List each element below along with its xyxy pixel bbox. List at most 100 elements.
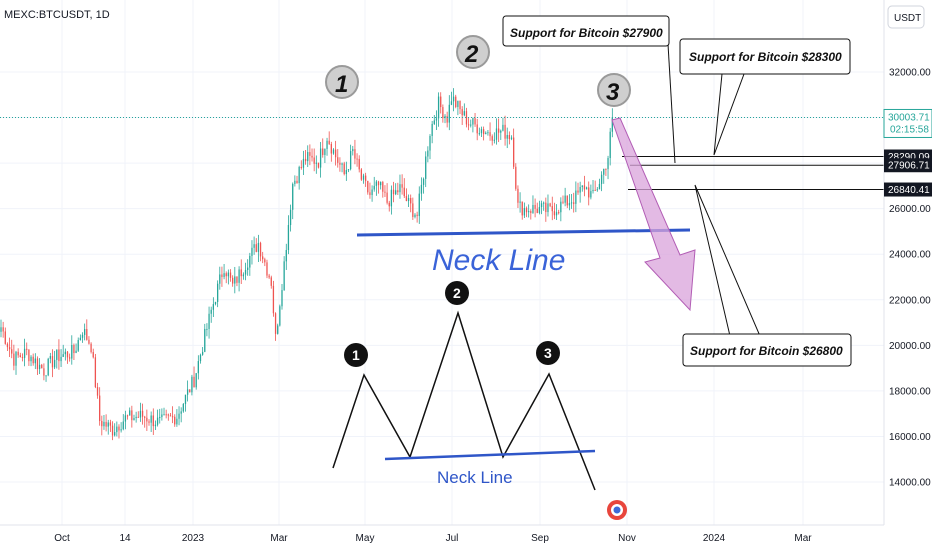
candle-body [242,274,245,277]
candle-body [133,418,135,421]
candle-body [585,187,588,190]
y-tick-label: 24000.00 [889,250,931,261]
candle-body [478,133,480,135]
candle-body [450,101,453,105]
candle-body [167,414,169,416]
candle-body [266,262,268,276]
candle-body [405,196,408,202]
candle-body [182,403,184,412]
price-axis[interactable] [884,0,932,525]
candle-body [171,416,174,418]
candle-body [446,115,448,123]
candle-body [154,424,157,427]
peak-marker-3[interactable]: 3 [597,73,631,107]
candle-body [84,329,86,335]
callout-28300[interactable]: Support for Bitcoin $28300 [679,38,851,156]
level-price-tag: 26840.41 [884,182,932,197]
candle-body [201,351,204,355]
candle-body [238,269,240,283]
candle-body [270,277,272,286]
candle-body [375,181,378,186]
x-tick-label: 2023 [182,533,205,544]
y-tick-label: 16000.00 [889,432,931,443]
candle-body [579,186,581,193]
candle-body [43,368,45,376]
svg-text:02:15:58: 02:15:58 [890,124,929,135]
candle-body [388,202,390,207]
candle-body [53,359,56,368]
candle-body [49,356,51,359]
candle-body [349,151,352,170]
candle-body [137,416,139,418]
candle-body [581,185,583,187]
candle-body [156,417,159,425]
candle-body [401,184,403,188]
candle-body [382,182,384,192]
candle-body [279,306,281,326]
callout-27900[interactable]: Support for Bitcoin $27900 [502,15,676,164]
candle-body [337,157,339,163]
candle-body [287,225,290,250]
candle-body [32,356,34,364]
candle-body [73,344,75,354]
candle-body [223,273,225,277]
candle-body [178,413,180,419]
candle-body [294,180,296,184]
candle-body [277,325,279,334]
candle-body [107,422,109,427]
candle-body [553,211,556,216]
candle-body [555,212,558,216]
neck-line[interactable] [356,228,691,237]
x-axis-labels: Oct 14 2023 Mar May Jul Sep Nov 2024 Mar [54,533,812,544]
candle-body [455,96,457,107]
diagram-neck-line [384,449,596,461]
candle-body [609,131,611,159]
candle-body [165,414,167,416]
candle-body [174,416,176,425]
callout-26800[interactable]: Support for Bitcoin $26800 [682,184,852,367]
candle-body [360,169,363,180]
peak-marker-1[interactable]: 1 [325,65,359,99]
candle-body [116,426,118,433]
svg-text:3: 3 [606,79,620,106]
candle-body [103,421,105,427]
candle-body [163,414,165,416]
time-axis[interactable] [0,525,932,550]
candle-body [176,418,178,425]
candle-body [30,356,32,362]
candle-body [467,124,470,126]
candle-body [79,337,82,341]
candle-body [508,135,511,140]
candle-body [28,349,30,362]
candle-body [517,188,519,203]
candle-body [395,190,397,195]
bearish-projection-arrow[interactable] [611,117,696,312]
callout-27900-text: Support for Bitcoin $27900 [510,26,663,40]
candle-body [247,267,249,271]
candle-body [184,394,187,404]
candle-body [180,411,182,414]
candle-body [36,358,39,370]
candle-body [611,117,613,132]
candle-body [8,347,11,350]
candle-body [590,191,592,198]
candle-body [414,214,416,217]
candle-body [268,275,270,278]
candle-body [66,351,69,358]
peak-marker-2[interactable]: 2 [456,35,490,69]
candle-body [296,180,298,184]
candle-body [371,189,373,196]
x-tick-label: May [356,533,375,544]
callout-28300-text: Support for Bitcoin $28300 [689,50,842,64]
candle-body [594,189,596,191]
candle-body [575,190,577,204]
candle-body [262,256,264,260]
currency-button[interactable]: USDT [887,5,925,29]
candle-body [540,203,543,208]
candle-body [437,96,440,119]
candle-body [197,361,199,374]
candle-body [596,189,598,191]
candle-body [292,183,294,210]
candle-body [126,415,129,417]
candle-body [356,158,358,160]
